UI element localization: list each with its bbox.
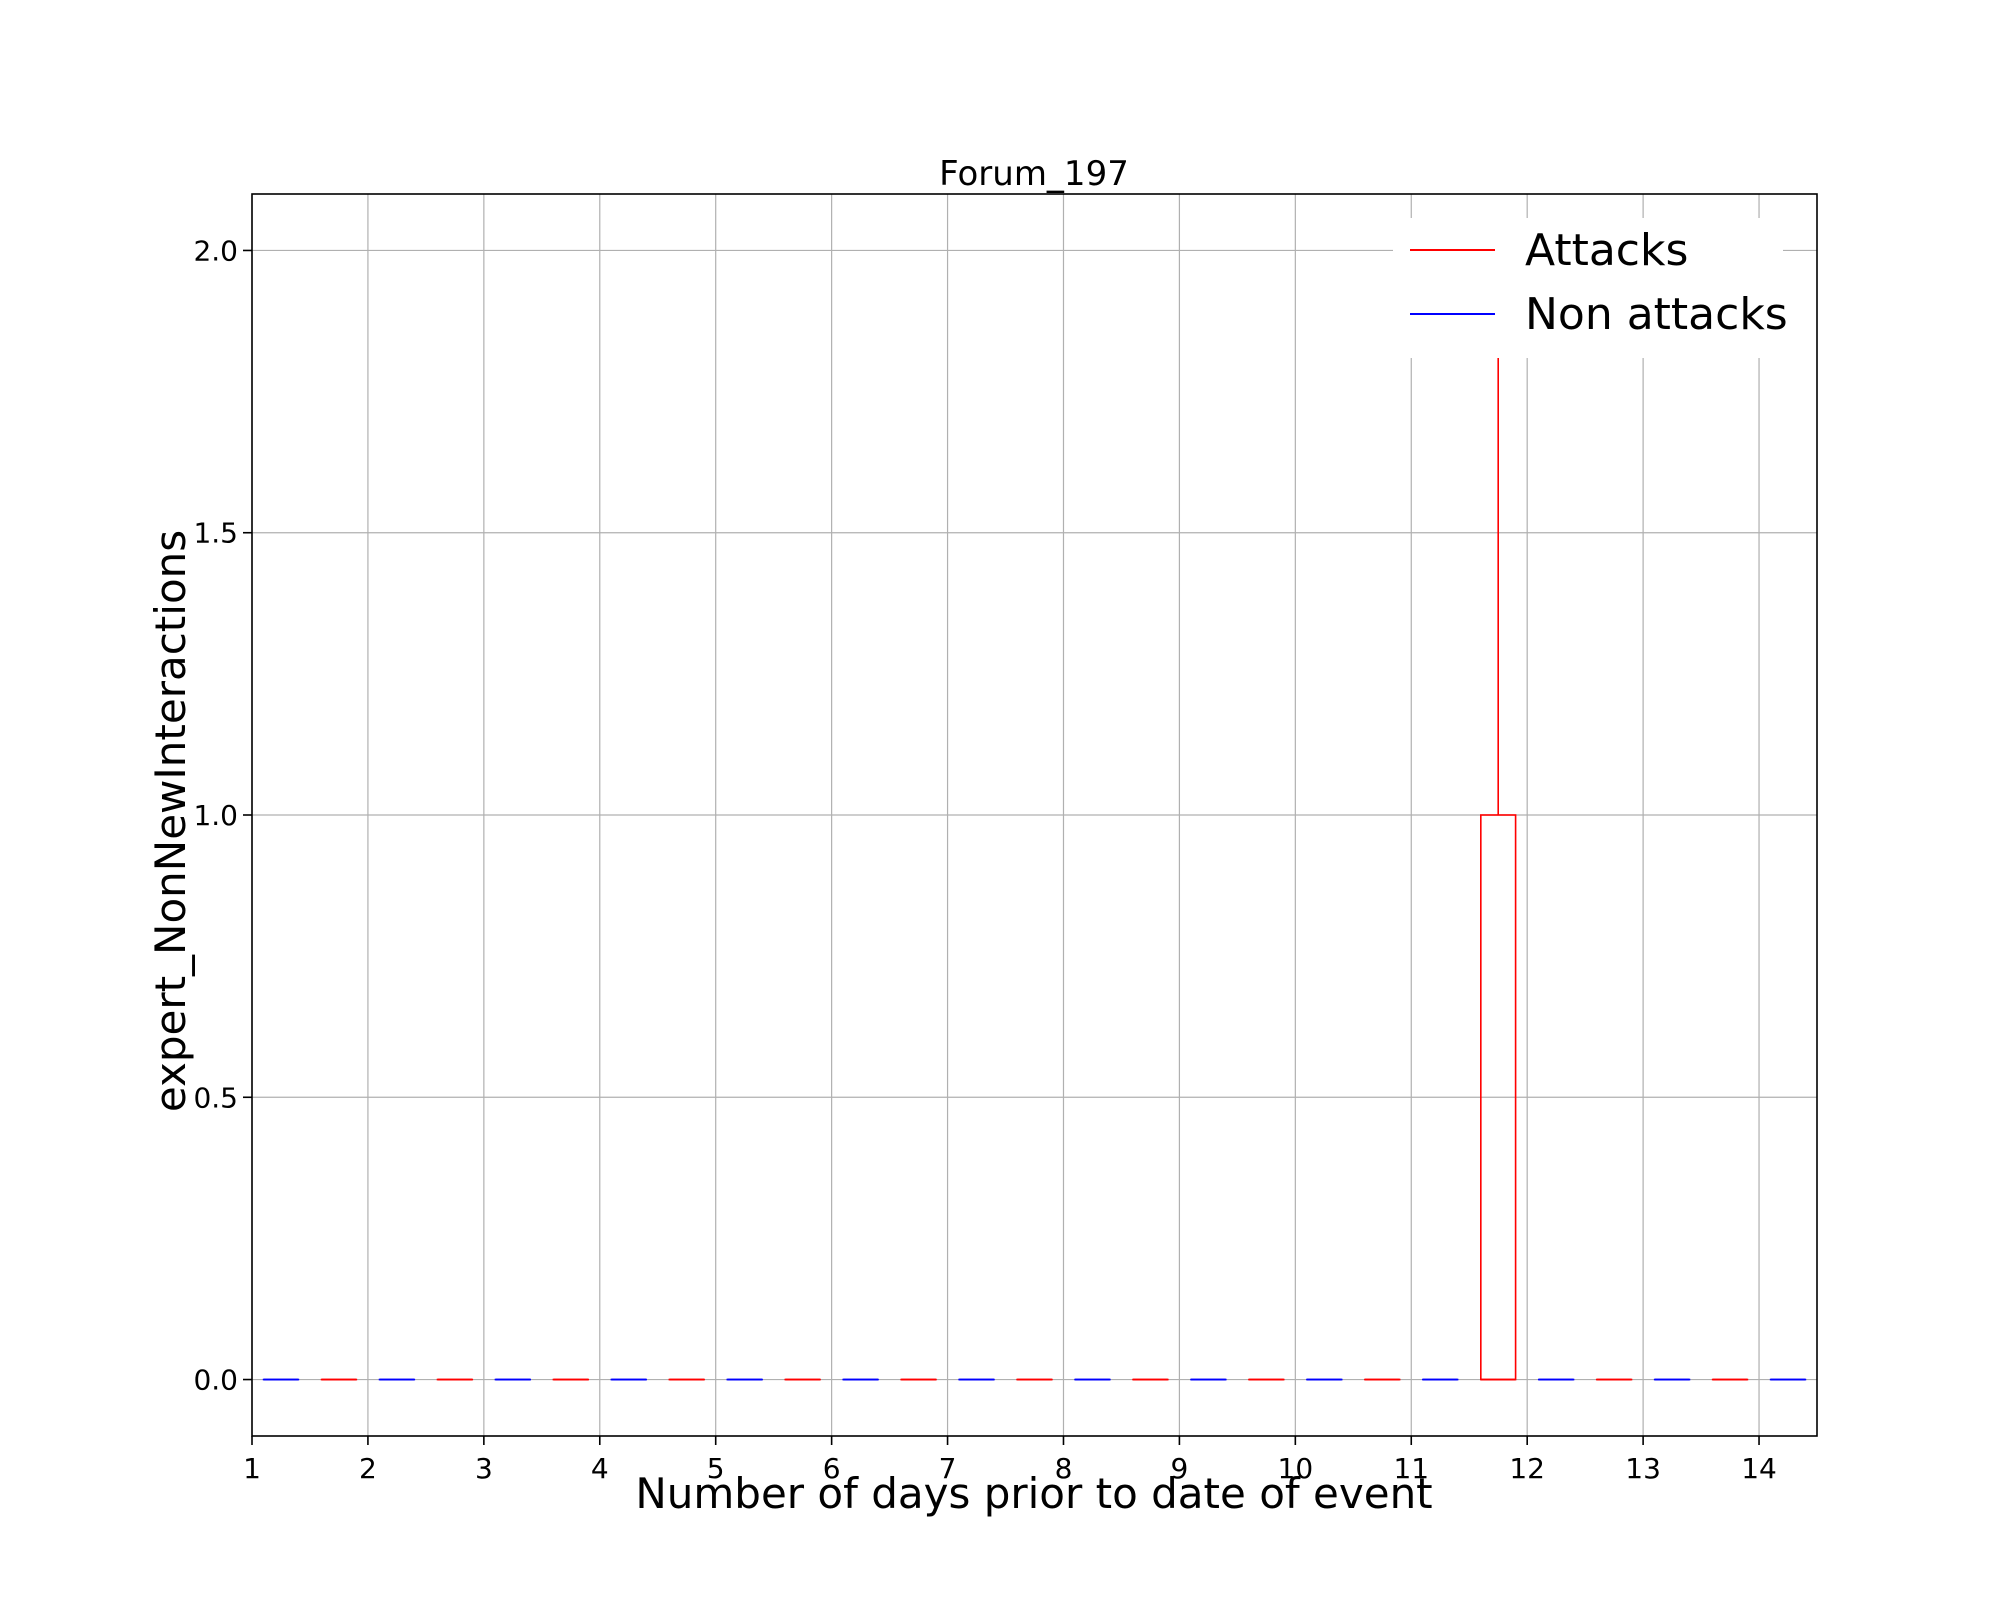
x-tick-label: 3	[475, 1452, 493, 1485]
legend-label-attacks: Attacks	[1525, 225, 1688, 276]
y-tick-label: 1.5	[193, 517, 238, 550]
y-tick-label: 1.0	[193, 799, 238, 832]
box-series	[262, 250, 1807, 1381]
y-tick-label: 0.5	[193, 1081, 238, 1114]
x-tick-label: 9	[1170, 1452, 1188, 1485]
x-tick-label: 14	[1741, 1452, 1777, 1485]
y-tick-label: 0.0	[193, 1364, 238, 1397]
x-tick-label: 2	[359, 1452, 377, 1485]
legend: Attacks Non attacks	[1393, 218, 1788, 358]
x-tick-label: 8	[1055, 1452, 1073, 1485]
x-tick-label: 4	[591, 1452, 609, 1485]
x-tick-label: 13	[1625, 1452, 1661, 1485]
x-tick-label: 12	[1509, 1452, 1545, 1485]
x-axis-label: Number of days prior to date of event	[635, 1469, 1432, 1518]
x-tick-label: 11	[1393, 1452, 1429, 1485]
legend-background	[1393, 218, 1783, 358]
y-axis-label: expert_NonNewInteractions	[146, 530, 195, 1112]
axis-ticks: 1 2 3 4 5 6 7 8 9 10 11 12 13 140.00.51.01.52.0	[193, 234, 1776, 1485]
x-tick-label: 10	[1278, 1452, 1314, 1485]
x-tick-label: 6	[823, 1452, 841, 1485]
y-tick-label: 2.0	[193, 234, 238, 267]
x-tick-label: 1	[243, 1452, 261, 1485]
legend-label-non-attacks: Non attacks	[1525, 289, 1788, 340]
chart-title: Forum_197	[939, 154, 1129, 194]
x-tick-label: 5	[707, 1452, 725, 1485]
x-tick-label: 7	[939, 1452, 957, 1485]
